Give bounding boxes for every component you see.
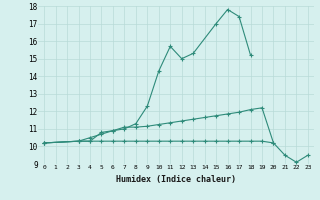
X-axis label: Humidex (Indice chaleur): Humidex (Indice chaleur) — [116, 175, 236, 184]
